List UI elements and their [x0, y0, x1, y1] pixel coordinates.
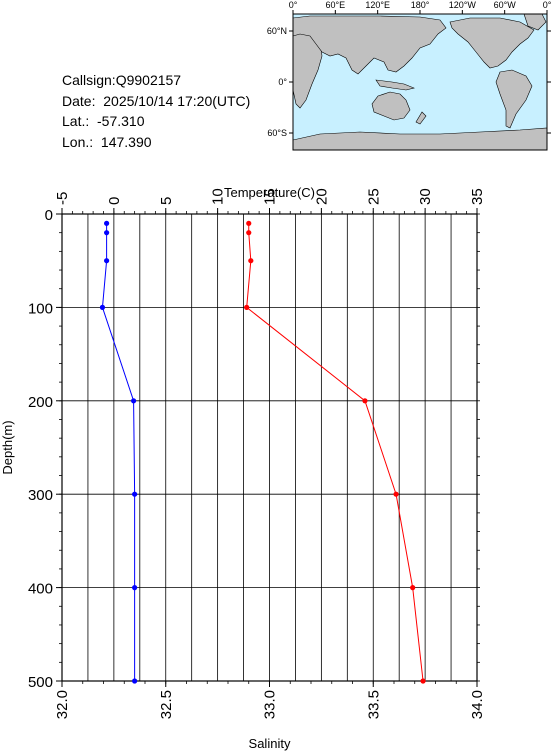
land-eurasia	[292, 15, 447, 75]
salinity-axis-title: Salinity	[249, 736, 291, 751]
map-lon-labels: 0° 60°E 120°E 180° 120°W 60°W 0°	[289, 0, 552, 10]
salinity-data-point	[244, 304, 250, 310]
temperature-tick-label: 10	[210, 188, 227, 205]
salinity-axis: 32.0 32.5 33.0 33.5 34.0	[54, 681, 486, 719]
salinity-data-point	[246, 230, 252, 236]
temperature-axis: -5 0 5 10 15 20 25 30 35	[54, 188, 486, 214]
depth-axis: 0 100 200 300 400 500	[28, 207, 480, 691]
depth-tick-label: 200	[28, 394, 53, 411]
temperature-series-line	[101, 223, 136, 681]
salinity-tick-label: 34.0	[469, 690, 486, 719]
land-australia	[371, 91, 411, 121]
depth-tick-label: 0	[45, 207, 53, 224]
temperature-data-point	[132, 678, 138, 684]
land-south-america	[495, 69, 533, 129]
temperature-tick-label: 25	[365, 188, 382, 205]
map-lon-label: 120°E	[365, 0, 390, 10]
land-north-america	[449, 17, 535, 69]
map-lon-label: 120°W	[449, 0, 477, 10]
map-lon-label: 0°	[543, 0, 552, 10]
temperature-tick-label: -5	[54, 192, 71, 205]
temperature-tick-label: 20	[313, 188, 330, 205]
map-lon-label: 0°	[289, 0, 298, 10]
callsign-text: Callsign:Q9902157	[62, 72, 182, 88]
salinity-tick-label: 32.5	[158, 690, 175, 719]
salinity-series-line	[246, 223, 424, 682]
land-indonesia	[375, 79, 415, 91]
temperature-data-point	[104, 220, 110, 226]
temperature-tick-label: 0	[106, 197, 123, 205]
map-land	[292, 13, 548, 151]
depth-axis-title: Depth(m)	[0, 420, 15, 474]
land-new-zealand	[415, 111, 427, 125]
world-map: 0° 60°E 120°E 180° 120°W 60°W 0° 60°N 0° 60°S	[267, 0, 552, 151]
temperature-tick-label: 35	[469, 188, 486, 205]
station-info: Callsign:Q9902157 Date: 2025/10/14 17:20…	[62, 70, 250, 152]
salinity-data-point	[246, 220, 252, 226]
map-lon-label: 180°	[411, 0, 430, 10]
depth-tick-label: 100	[28, 300, 53, 317]
chart-grid	[61, 213, 478, 682]
temperature-tick-label: 5	[158, 197, 175, 205]
map-lat-label: 60°N	[267, 26, 287, 36]
salinity-tick-label: 32.0	[54, 690, 71, 719]
salinity-tick-label: 33.0	[262, 690, 279, 719]
latitude-text: Lat.: -57.310	[62, 113, 145, 129]
temperature-axis-title: Temperature(C)	[224, 185, 315, 200]
temperature-data-point	[99, 304, 106, 310]
depth-tick-label: 300	[28, 487, 53, 504]
map-lat-labels: 60°N 0° 60°S	[267, 26, 288, 138]
salinity-data-point	[362, 398, 368, 404]
temperature-tick-label: 30	[417, 188, 434, 205]
temperature-tick-label: 15	[262, 188, 279, 205]
temperature-data-point	[132, 585, 138, 591]
temperature-data-point	[132, 491, 138, 497]
map-lon-label: 60°W	[494, 0, 517, 10]
temperature-data-point	[104, 258, 110, 264]
salinity-tick-label: 33.5	[365, 690, 382, 719]
salinity-data-point	[248, 258, 254, 264]
temperature-data-point	[130, 398, 137, 404]
map-lon-label: 60°E	[326, 0, 346, 10]
map-lat-label: 60°S	[267, 128, 287, 138]
date-text: Date: 2025/10/14 17:20(UTC)	[62, 92, 251, 109]
depth-tick-label: 400	[28, 581, 53, 598]
map-ticks	[289, 10, 551, 134]
depth-tick-label: 500	[28, 674, 53, 691]
salinity-data-point	[393, 491, 399, 497]
series-layer	[99, 220, 426, 684]
map-lat-label: 0°	[278, 77, 287, 87]
salinity-data-point	[410, 585, 416, 591]
longitude-text: Lon.: 147.390	[62, 133, 152, 150]
salinity-data-point	[420, 678, 426, 684]
temperature-data-point	[104, 230, 110, 236]
